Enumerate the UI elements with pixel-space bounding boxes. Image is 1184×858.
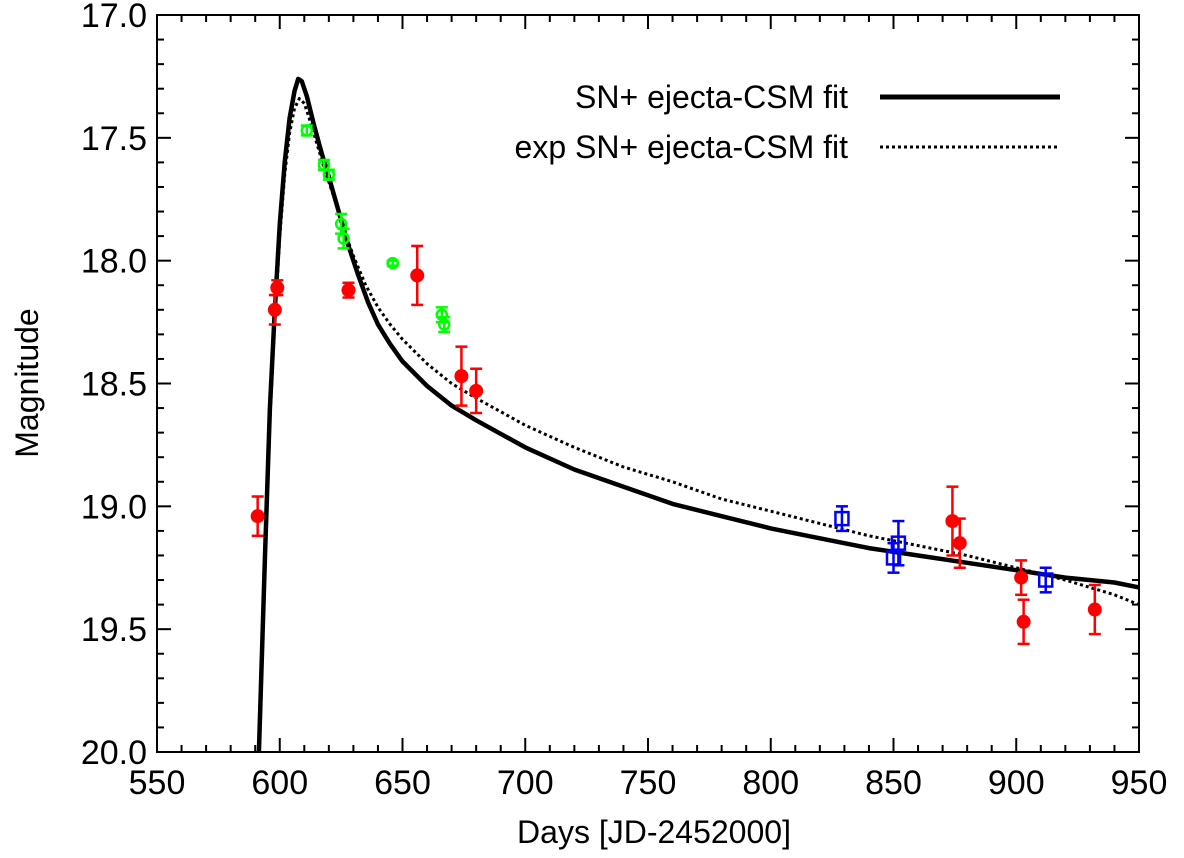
marker-open-circle: [337, 232, 350, 245]
marker-open-circle: [322, 168, 336, 181]
data-point: [1016, 598, 1031, 646]
data-point: [410, 244, 425, 307]
marker-filled-circle: [1087, 602, 1102, 617]
y-tick-label: 19.0: [81, 488, 147, 526]
data-point: [341, 281, 356, 299]
data-point: [270, 279, 285, 297]
data-point: [337, 227, 350, 250]
x-axis-title: Days [JD-2452000]: [517, 814, 791, 850]
data-point: [1087, 583, 1102, 636]
marker-open-square: [834, 510, 850, 527]
x-tick-label: 550: [129, 764, 186, 802]
data-point: [317, 158, 331, 172]
data-point: [300, 124, 314, 137]
y-tick-label: 19.5: [81, 611, 147, 649]
marker-filled-circle: [270, 280, 285, 295]
y-tick-label: 18.5: [81, 366, 147, 404]
data-points: [250, 124, 1102, 646]
data-point: [469, 367, 484, 415]
data-point: [834, 505, 850, 533]
marker-filled-circle: [410, 268, 425, 283]
marker-open-circle: [437, 318, 451, 331]
marker-open-square: [890, 535, 907, 551]
marker-filled-circle: [341, 283, 356, 298]
data-point: [322, 168, 336, 181]
x-tick-label: 850: [865, 764, 922, 802]
y-tick-label: 17.0: [81, 0, 147, 35]
marker-filled-circle: [267, 302, 282, 317]
data-point: [952, 517, 967, 569]
legend-label-solid-fit: SN+ ejecta-CSM fit: [575, 79, 848, 115]
y-axis-title: Magnitude: [9, 308, 45, 457]
x-tick-label: 750: [620, 764, 677, 802]
marker-filled-circle: [1014, 570, 1029, 585]
marker-open-circle: [386, 256, 399, 270]
data-point: [454, 345, 469, 407]
x-tick-label: 900: [988, 764, 1045, 802]
marker-open-square: [1037, 572, 1054, 588]
x-tick-label: 800: [742, 764, 799, 802]
marker-filled-circle: [1016, 614, 1031, 629]
data-point: [890, 519, 907, 567]
data-point: [1037, 566, 1054, 594]
fit-curve-dotted: [257, 97, 1140, 753]
marker-filled-circle: [250, 509, 265, 524]
data-point: [1014, 559, 1029, 597]
x-tick-label: 700: [497, 764, 554, 802]
marker-filled-circle: [952, 536, 967, 551]
axis-ticks: [156, 14, 1140, 753]
legend: SN+ ejecta-CSM fit exp SN+ ejecta-CSM fi…: [515, 79, 1060, 165]
fit-curve-solid: [256, 76, 1140, 753]
fit-curves: [256, 76, 1140, 753]
data-point: [386, 256, 399, 270]
legend-label-dotted-fit: exp SN+ ejecta-CSM fit: [515, 129, 849, 165]
marker-filled-circle: [945, 514, 960, 529]
y-tick-label: 20.0: [81, 734, 147, 772]
marker-filled-circle: [454, 369, 469, 384]
y-tick-label: 17.5: [81, 120, 147, 158]
axis-tick-labels: 550 600 650 700 750 800 850 900 950 17.0 17.5 18.0 1…: [81, 0, 1168, 802]
x-tick-label: 950: [1111, 764, 1168, 802]
data-point: [250, 495, 265, 538]
x-tick-label: 600: [251, 764, 308, 802]
y-tick-label: 18.0: [81, 243, 147, 281]
data-point: [437, 315, 451, 334]
marker-filled-circle: [469, 383, 484, 398]
marker-open-circle: [300, 124, 314, 137]
x-tick-label: 650: [374, 764, 431, 802]
